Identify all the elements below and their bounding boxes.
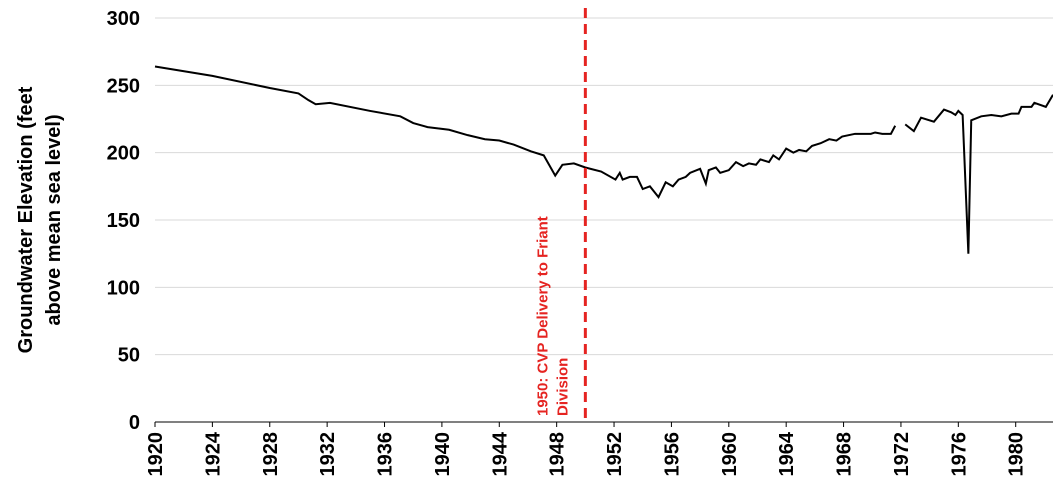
- x-tick-label: 1928: [260, 432, 282, 477]
- y-axis-label: above mean sea level): [43, 114, 65, 325]
- y-tick-label: 0: [129, 412, 140, 434]
- y-axis-label: Groundwater Elevation (feet: [15, 86, 37, 353]
- x-tick-label: 1956: [661, 432, 683, 477]
- y-tick-label: 50: [118, 345, 140, 367]
- x-tick-label: 1964: [776, 431, 798, 476]
- y-tick-label: 300: [107, 8, 140, 30]
- x-tick-label: 1968: [834, 432, 856, 477]
- x-tick-label: 1932: [317, 432, 339, 477]
- x-tick-label: 1976: [948, 432, 970, 477]
- x-tick-label: 1920: [145, 432, 167, 477]
- x-tick-label: 1972: [891, 432, 913, 477]
- data-line: [154, 65, 1053, 254]
- x-tick-label: 1944: [489, 431, 511, 476]
- x-tick-label: 1960: [719, 432, 741, 477]
- y-tick-label: 250: [107, 75, 140, 97]
- annotation-text: Division: [554, 358, 571, 416]
- x-tick-label: 1948: [547, 432, 569, 477]
- x-tick-label: 1940: [432, 432, 454, 477]
- y-tick-label: 200: [107, 143, 140, 165]
- x-tick-label: 1952: [604, 432, 626, 477]
- x-tick-label: 1980: [1006, 432, 1028, 477]
- annotation-text: 1950: CVP Delivery to Friant: [534, 216, 551, 416]
- x-tick-label: 1924: [202, 431, 224, 476]
- x-tick-label: 1936: [375, 432, 397, 477]
- y-tick-label: 100: [107, 277, 140, 299]
- y-tick-label: 150: [107, 210, 140, 232]
